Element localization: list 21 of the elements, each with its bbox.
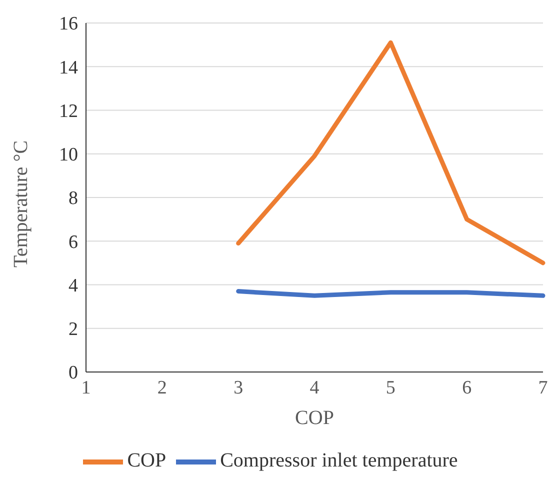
y-tick-label: 8	[68, 188, 78, 210]
x-tick-label: 5	[386, 377, 396, 398]
y-tick-label: 6	[68, 232, 78, 253]
y-tick-label: 0	[68, 362, 78, 384]
y-tick-label: 4	[68, 275, 78, 296]
y-tick-label: 12	[59, 100, 78, 122]
line-series	[236, 40, 546, 266]
x-tick-label: 6	[462, 377, 472, 398]
x-tick-label: 7	[538, 377, 548, 398]
x-tick-label: 1	[81, 377, 91, 398]
x-tick-label: 4	[310, 377, 320, 398]
legend-label: Compressor inlet temperature	[220, 450, 458, 472]
y-tick-label: 2	[68, 319, 78, 340]
x-tick-label: 3	[234, 377, 244, 398]
y-tick-label: 10	[59, 144, 78, 166]
x-axis-title: COP	[295, 407, 334, 429]
y-tick-label: 16	[59, 14, 78, 35]
y-tick-label: 14	[59, 57, 78, 78]
legend-label: COP	[127, 450, 166, 472]
x-tick-label: 2	[157, 377, 167, 398]
y-axis-title: Temperature °C	[10, 140, 32, 268]
